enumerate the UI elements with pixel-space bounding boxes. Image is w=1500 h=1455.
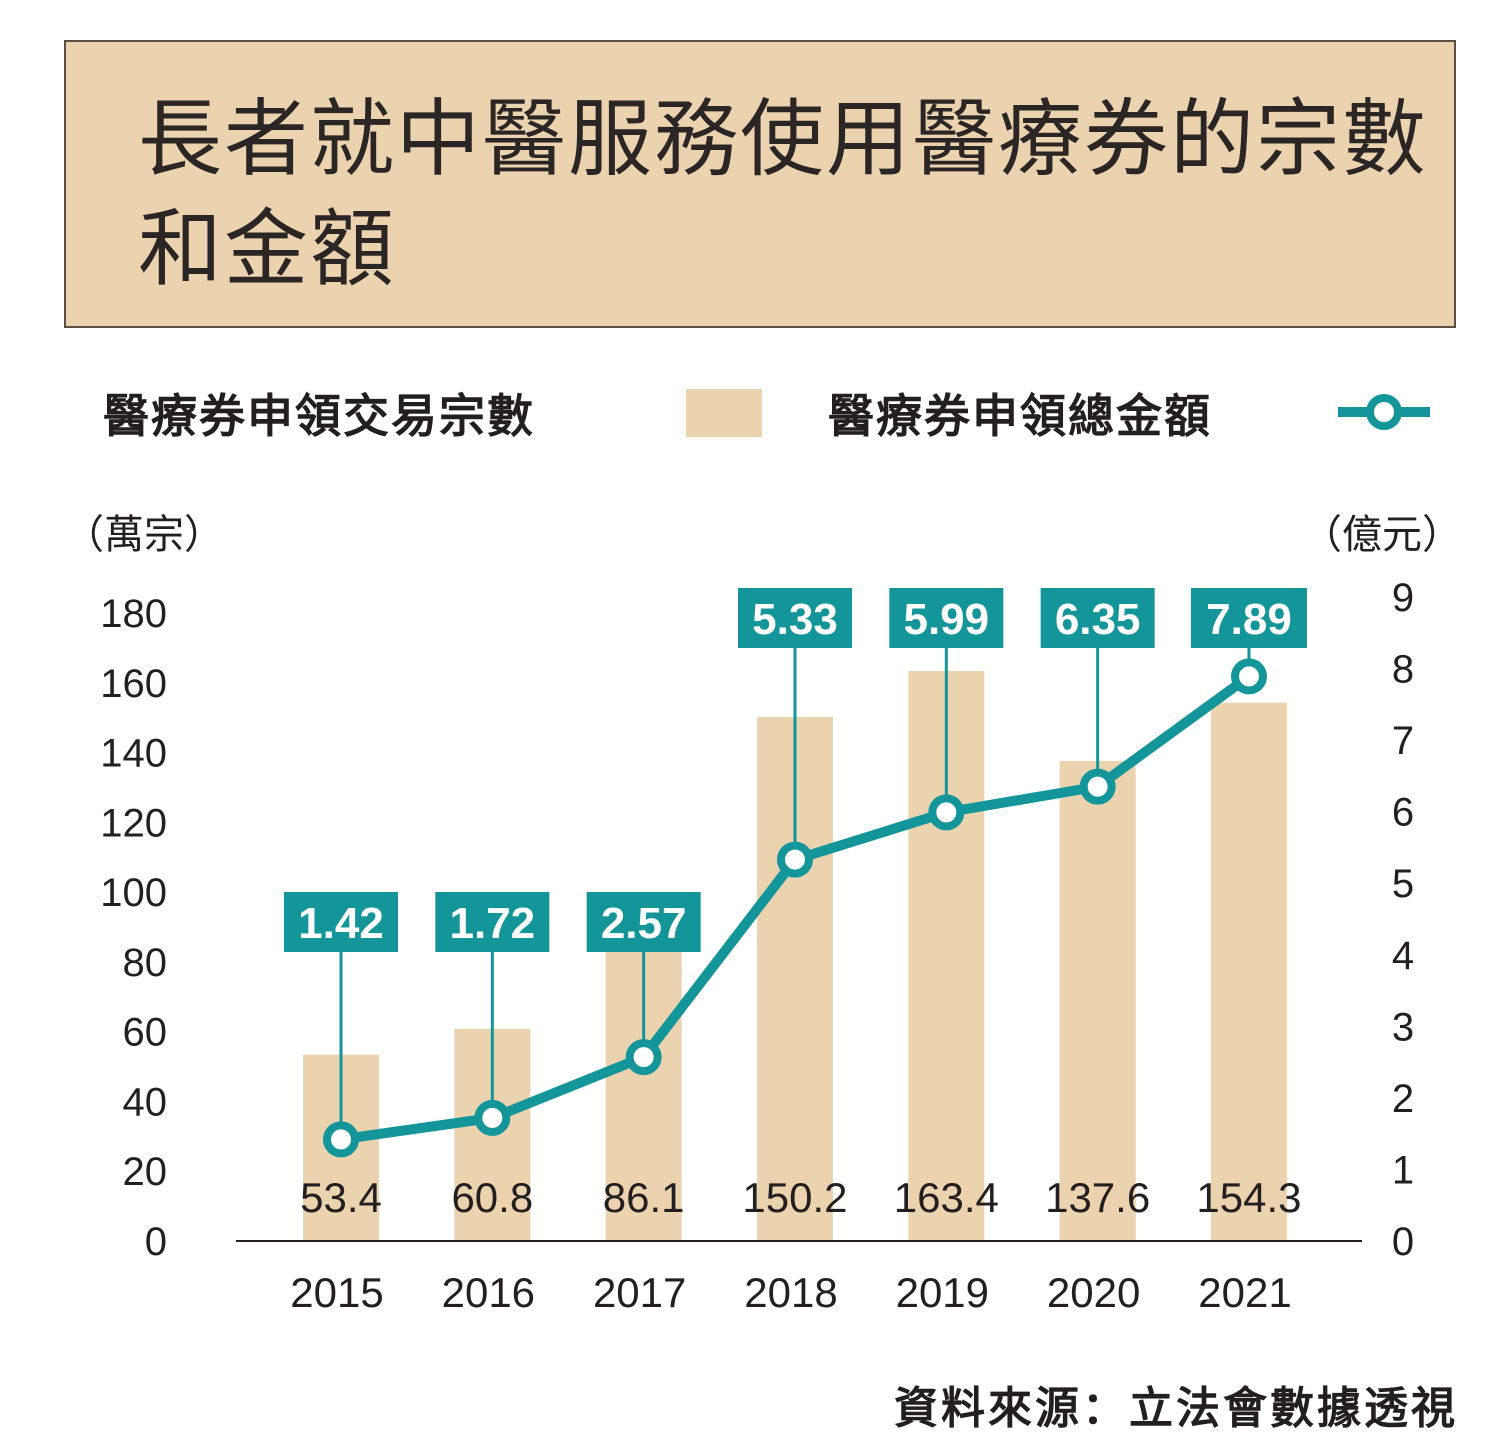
y-right-tick-label: 7 — [1392, 719, 1414, 763]
y-left-tick-label: 0 — [145, 1220, 167, 1264]
y-left-tick-label: 20 — [123, 1150, 168, 1194]
line-point — [1079, 768, 1116, 805]
y-left-tick-label: 80 — [123, 941, 168, 985]
line-value-label: 1.72 — [450, 899, 536, 948]
x-tick-label: 2015 — [290, 1269, 383, 1316]
y-left-tick-label: 60 — [123, 1011, 168, 1055]
x-tick-label: 2019 — [896, 1269, 989, 1316]
y-left-tick-label: 180 — [100, 592, 167, 636]
line-point — [323, 1121, 359, 1158]
y-right-tick-label: 0 — [1392, 1220, 1414, 1264]
y-right-tick-label: 6 — [1392, 791, 1414, 835]
bar-value-label: 137.6 — [1045, 1174, 1150, 1221]
y-right-tick-label: 4 — [1392, 934, 1414, 978]
line-value-label: 2.57 — [601, 899, 687, 948]
y-left-tick-label: 140 — [100, 732, 167, 776]
legend-line-marker — [1366, 394, 1402, 430]
line-value-box — [435, 892, 550, 952]
line-point — [1230, 658, 1267, 695]
line-value-label: 7.89 — [1206, 595, 1292, 644]
line-point — [776, 841, 813, 878]
line-value-box — [1040, 588, 1155, 648]
y-left-tick-label: 120 — [100, 801, 167, 845]
title-box: 長者就中醫服務使用醫療券的宗數和金額 — [64, 40, 1456, 328]
legend-bar-swatch — [686, 389, 762, 437]
y-left-tick-label: 40 — [123, 1080, 168, 1124]
y-right-tick-label: 5 — [1392, 862, 1414, 906]
y-left-unit-label: （萬宗） — [64, 512, 224, 558]
line-value-label: 6.35 — [1055, 595, 1141, 644]
bar-value-label: 163.4 — [894, 1174, 999, 1221]
bar-value-label: 154.3 — [1196, 1174, 1301, 1221]
y-right-tick-label: 2 — [1392, 1077, 1414, 1121]
y-right-tick-label: 3 — [1392, 1005, 1414, 1049]
source-note: 資料來源：立法會數據透視 — [894, 1383, 1458, 1434]
line-value-label: 5.99 — [903, 595, 989, 644]
line-value-box — [284, 892, 398, 952]
chart-title: 長者就中醫服務使用醫療券的宗數和金額 — [138, 90, 1429, 298]
line-value-label: 1.42 — [298, 899, 384, 948]
bar-value-label: 60.8 — [451, 1174, 533, 1221]
line-point — [474, 1099, 511, 1136]
line-value-box — [586, 892, 701, 952]
x-tick-label: 2020 — [1047, 1269, 1140, 1316]
line-point — [625, 1039, 662, 1076]
line-value-label: 5.33 — [752, 595, 838, 644]
bar-value-label: 53.4 — [300, 1174, 382, 1221]
line-value-box — [889, 588, 1004, 648]
bar — [1210, 702, 1287, 1241]
y-right-tick-label: 1 — [1392, 1148, 1414, 1192]
y-right-tick-label: 9 — [1392, 576, 1414, 620]
line-point — [928, 794, 965, 831]
bar-value-label: 150.2 — [742, 1174, 847, 1221]
line-value-box — [737, 588, 852, 648]
y-left-tick-label: 100 — [100, 871, 167, 915]
bar — [1059, 760, 1136, 1241]
line-value-box — [1190, 588, 1307, 648]
y-left-tick-label: 160 — [100, 662, 167, 706]
x-tick-label: 2021 — [1198, 1269, 1291, 1316]
y-right-unit-label: （億元） — [1302, 512, 1462, 558]
x-tick-label: 2016 — [442, 1269, 535, 1316]
legend-bar-label: 醫療券申領交易宗數 — [103, 389, 535, 443]
x-tick-label: 2017 — [593, 1269, 686, 1316]
bar-value-label: 86.1 — [603, 1174, 685, 1221]
legend-line-label: 醫療券申領總金額 — [828, 389, 1212, 443]
y-right-tick-label: 8 — [1392, 648, 1414, 692]
x-tick-label: 2018 — [744, 1269, 837, 1316]
